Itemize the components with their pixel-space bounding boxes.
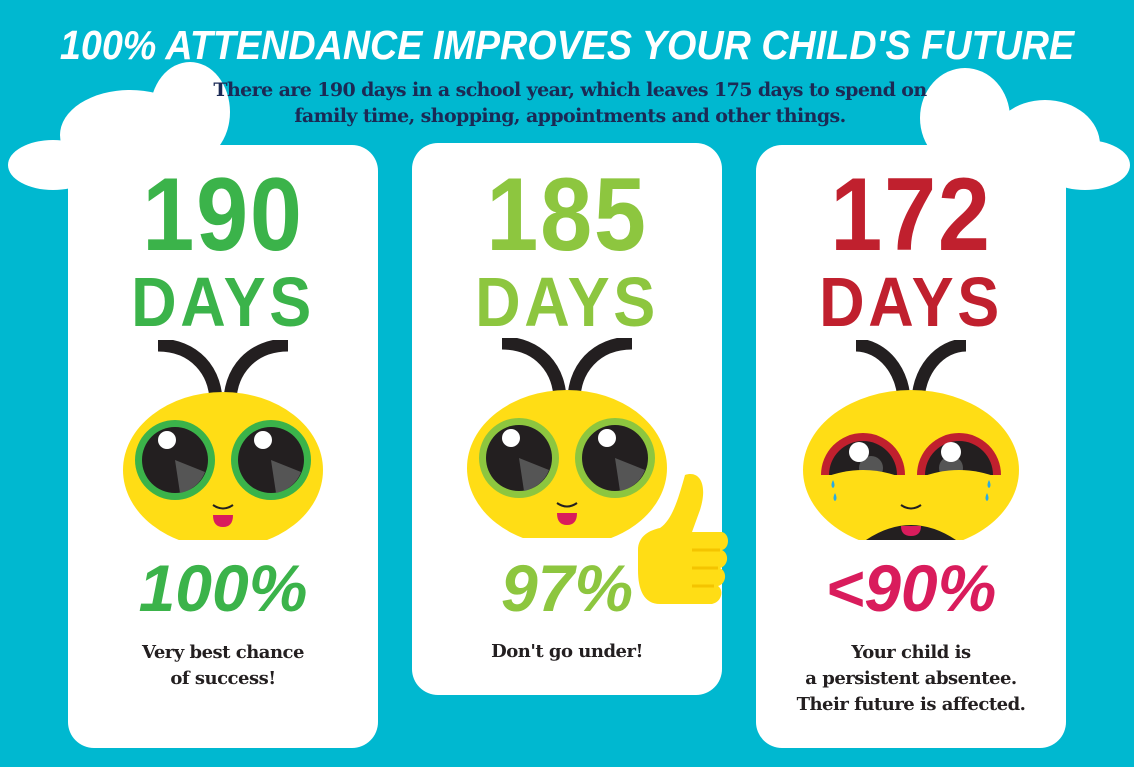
- days-label: DAYS: [819, 263, 1003, 341]
- attendance-percent: 97%: [500, 551, 634, 625]
- card-172-days: 172 DAYS <90% Your child is a persistent ab…: [756, 145, 1066, 748]
- caption-line: a persistent absentee.: [805, 668, 1017, 689]
- days-number: 172: [830, 157, 992, 273]
- caption: Don't go under!: [412, 639, 722, 665]
- days-number: 190: [142, 157, 304, 273]
- happy-bee-icon: [467, 338, 667, 538]
- days-label: DAYS: [475, 263, 659, 341]
- caption-line: Very best chance: [142, 642, 304, 663]
- caption-line: Their future is affected.: [796, 694, 1026, 715]
- caption-line: Your child is: [851, 642, 971, 663]
- attendance-percent: <90%: [825, 551, 997, 625]
- caption: Very best chance of success!: [68, 640, 378, 692]
- sad-bee-icon: [803, 340, 1019, 540]
- happy-bee-icon: [123, 340, 323, 540]
- attendance-percent: 100%: [138, 551, 308, 625]
- page-title: 100% ATTENDANCE IMPROVES YOUR CHILD'S FU…: [59, 22, 1075, 68]
- caption-line: of success!: [170, 668, 276, 689]
- caption: Your child is a persistent absentee. Their…: [756, 640, 1066, 718]
- subtitle-line: family time, shopping, appointments and …: [294, 105, 846, 127]
- caption-line: Don't go under!: [491, 641, 643, 662]
- thumbs-up-icon: [638, 474, 728, 604]
- subtitle: There are 190 days in a school year, whi…: [200, 77, 940, 129]
- subtitle-line: There are 190 days in a school year, whi…: [213, 79, 927, 101]
- card-185-days: 185 DAYS 97% Don't go under!: [412, 143, 722, 695]
- card-190-days: 190 DAYS 100% Very best chance of success!: [68, 145, 378, 748]
- days-label: DAYS: [131, 263, 315, 341]
- days-number: 185: [486, 157, 648, 273]
